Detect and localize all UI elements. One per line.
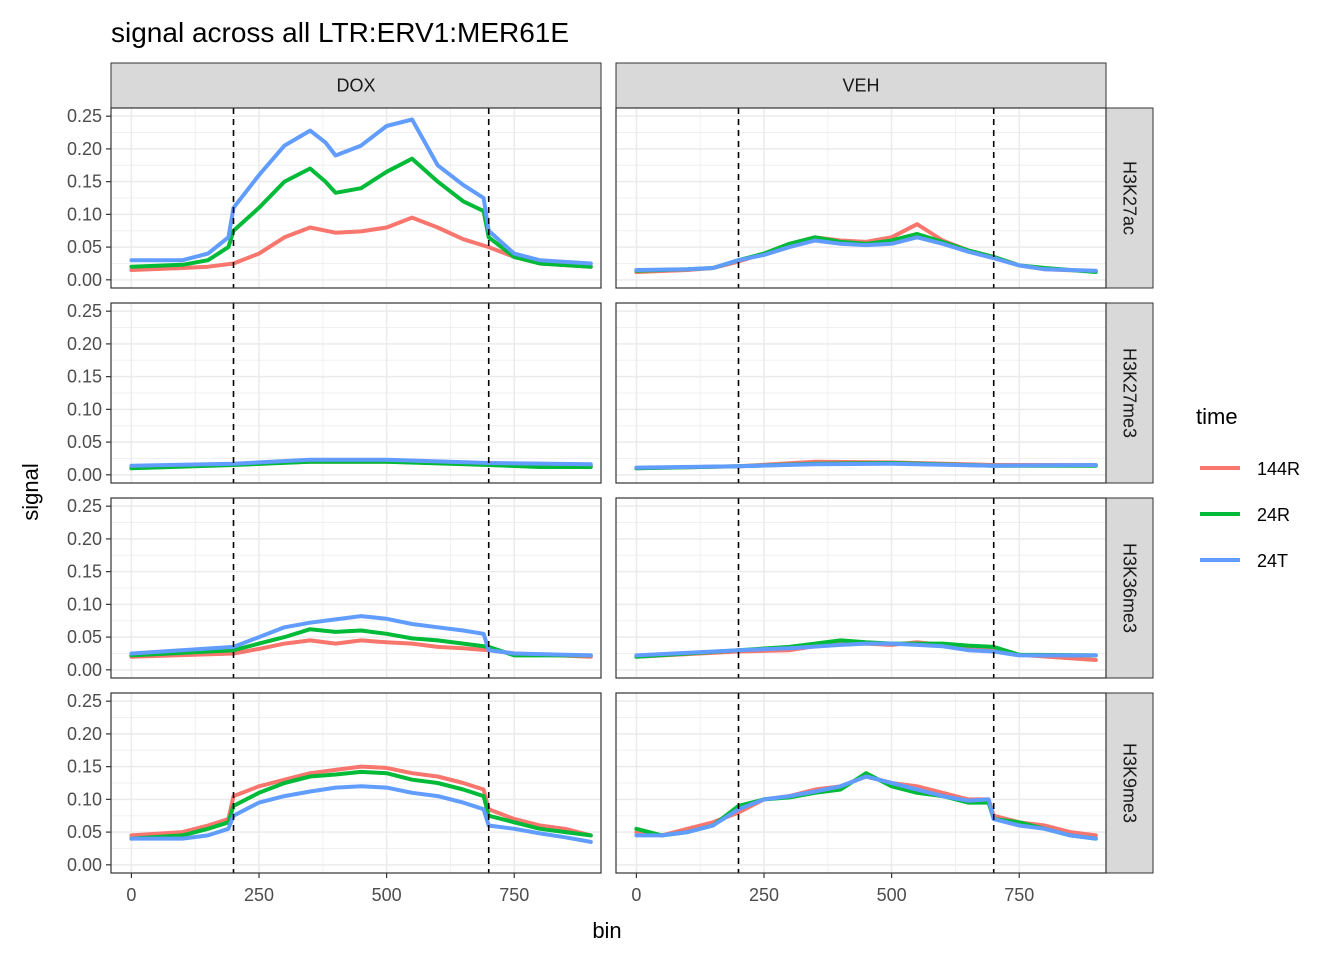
- panel-dox-h3k27ac: 0.00 0.05 0.10 0.15 0.20 0.25: [67, 106, 602, 290]
- panel-dox-h3k36me3: 0.00 0.05 0.10 0.15 0.20 0.25: [67, 496, 602, 680]
- panel-border: [110, 107, 602, 289]
- y-tick-label: 0.20: [67, 724, 102, 744]
- panel-border: [615, 497, 1107, 679]
- series-line-24t: [634, 774, 1098, 841]
- strip-label-veh: VEH: [842, 76, 879, 96]
- strip-label-dox: DOX: [336, 76, 375, 96]
- x-tick-label: 750: [1004, 885, 1034, 905]
- panel-border: [110, 497, 602, 679]
- x-tick-label: 0: [126, 885, 136, 905]
- y-tick-label: 0.15: [67, 757, 102, 777]
- y-tick-label: 0.00: [67, 855, 102, 875]
- series-line-24t: [129, 457, 593, 468]
- series-line-24t: [634, 235, 1098, 273]
- strip-dox: [110, 62, 602, 109]
- y-tick-label: 0.00: [67, 660, 102, 680]
- series-line-24r: [129, 627, 593, 658]
- panel-veh-h3k27ac: [615, 107, 1107, 289]
- x-tick-label: 500: [877, 885, 907, 905]
- y-tick-label: 0.20: [67, 334, 102, 354]
- x-tick-label: 250: [244, 885, 274, 905]
- strip-label-h3k27me3: H3K27me3: [1120, 348, 1140, 438]
- y-tick-label: 0.05: [67, 432, 102, 452]
- series-line-144r: [129, 638, 593, 659]
- series-line-24r: [129, 156, 593, 269]
- y-tick-label: 0.10: [67, 204, 102, 224]
- y-tick-label: 0.25: [67, 301, 102, 321]
- y-tick-label: 0.20: [67, 529, 102, 549]
- x-axis-label: bin: [592, 918, 621, 943]
- y-tick-label: 0.10: [67, 594, 102, 614]
- y-tick-label: 0.25: [67, 496, 102, 516]
- y-tick-label: 0.15: [67, 172, 102, 192]
- y-tick-label: 0.15: [67, 367, 102, 387]
- y-tick-label: 0.10: [67, 399, 102, 419]
- y-tick-label: 0.00: [67, 465, 102, 485]
- x-tick-label: 250: [749, 885, 779, 905]
- legend-label-144r: 144R: [1257, 459, 1300, 479]
- x-tick-label: 750: [499, 885, 529, 905]
- series-line-24r: [129, 769, 593, 841]
- panel-veh-h3k36me3: [615, 497, 1107, 679]
- panel-dox-h3k9me3: 0.00 0.05 0.10 0.15 0.20 0.25 0 250 500 750: [67, 691, 602, 905]
- series-line-24t: [129, 117, 593, 266]
- facet-panels: DOX VEH H3K27ac H3K27me3 H3K36me3 H3K9me3 0.00…: [67, 62, 1154, 905]
- series-line-24t: [634, 641, 1098, 658]
- y-tick-label: 0.25: [67, 106, 102, 126]
- legend: time 144R 24R 24T: [1196, 404, 1300, 571]
- series-line-144r: [129, 215, 593, 272]
- legend-label-24t: 24T: [1257, 551, 1288, 571]
- panel-border: [615, 302, 1107, 484]
- y-tick-label: 0.25: [67, 691, 102, 711]
- strip-h3k27me3: [1105, 302, 1154, 484]
- y-tick-label: 0.20: [67, 139, 102, 159]
- strip-h3k9me3: [1105, 692, 1154, 874]
- panel-border: [615, 107, 1107, 289]
- panel-border: [110, 302, 602, 484]
- y-tick-label: 0.10: [67, 789, 102, 809]
- y-tick-label: 0.05: [67, 237, 102, 257]
- y-tick-label: 0.00: [67, 270, 102, 290]
- strip-label-h3k9me3: H3K9me3: [1120, 743, 1140, 823]
- panel-veh-h3k9me3: 0 250 500 750: [615, 692, 1107, 905]
- panel-border: [110, 692, 602, 874]
- strip-veh: [615, 62, 1107, 109]
- strip-h3k27ac: [1105, 107, 1154, 289]
- panel-veh-h3k27me3: [615, 302, 1107, 484]
- y-tick-label: 0.05: [67, 822, 102, 842]
- x-tick-label: 500: [372, 885, 402, 905]
- legend-title: time: [1196, 404, 1238, 429]
- panel-border: [615, 692, 1107, 874]
- strip-h3k36me3: [1105, 497, 1154, 679]
- chart-title: signal across all LTR:ERV1:MER61E: [111, 17, 569, 48]
- series-line-24t: [129, 614, 593, 658]
- y-axis-label: signal: [18, 463, 43, 520]
- y-tick-label: 0.05: [67, 627, 102, 647]
- strip-label-h3k36me3: H3K36me3: [1120, 543, 1140, 633]
- legend-label-24r: 24R: [1257, 505, 1290, 525]
- panel-dox-h3k27me3: 0.00 0.05 0.10 0.15 0.20 0.25: [67, 301, 602, 485]
- series-line-24t: [634, 461, 1098, 470]
- strip-label-h3k27ac: H3K27ac: [1120, 161, 1140, 235]
- y-tick-label: 0.15: [67, 562, 102, 582]
- x-tick-label: 0: [631, 885, 641, 905]
- series-line-24t: [129, 784, 593, 844]
